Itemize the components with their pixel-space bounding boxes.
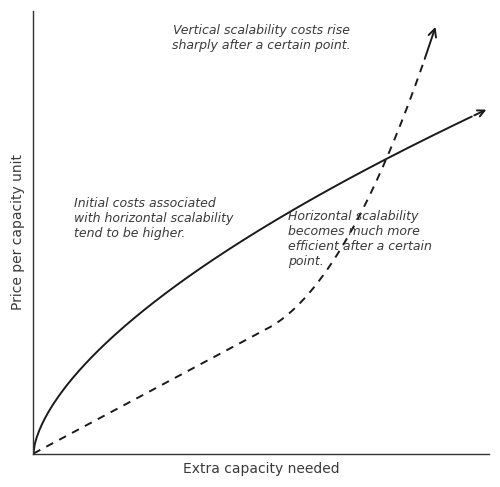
X-axis label: Extra capacity needed: Extra capacity needed: [183, 462, 340, 476]
Y-axis label: Price per capacity unit: Price per capacity unit: [11, 154, 25, 310]
Text: Initial costs associated
with horizontal scalability
tend to be higher.: Initial costs associated with horizontal…: [74, 197, 234, 240]
Text: Horizontal scalability
becomes much more
efficient after a certain
point.: Horizontal scalability becomes much more…: [288, 210, 432, 268]
Text: Vertical scalability costs rise
sharply after a certain point.: Vertical scalability costs rise sharply …: [172, 24, 350, 53]
